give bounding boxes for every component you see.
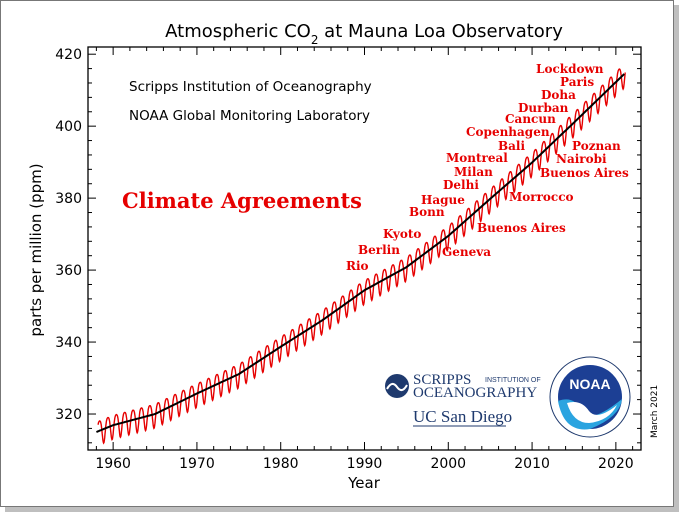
scripps-logo-line2: OCEANOGRAPHY [413, 385, 537, 401]
agreement-label: Delhi [443, 178, 479, 192]
chart-title-main: Atmospheric CO [165, 21, 311, 42]
x-tick-label: 2000 [430, 456, 466, 472]
axis-ticks [88, 47, 641, 450]
trend-co2-line [96, 73, 625, 433]
y-tick-label: 400 [55, 119, 82, 135]
noaa-logo-text: NOAA [569, 376, 610, 392]
x-tick-labels: 1960 1970 1980 1990 2000 2010 2020 [95, 456, 633, 472]
co2-chart: Atmospheric CO2 at Mauna Loa Observatory… [27, 21, 660, 492]
agreement-label: Paris [560, 75, 594, 89]
agreement-label: Kyoto [383, 227, 421, 241]
agreement-label: Hague [421, 193, 465, 207]
chart-title: Atmospheric CO2 at Mauna Loa Observatory [165, 21, 563, 47]
ucsd-logo-text: UC San Diego [413, 407, 512, 426]
agreement-label: Poznan [572, 139, 621, 153]
agreement-label: Cancun [505, 112, 556, 126]
chart-title-suffix: at Mauna Loa Observatory [318, 21, 563, 42]
y-axis-label: parts per million (ppm) [27, 163, 45, 336]
institution-scripps: Scripps Institution of Oceanography [129, 79, 372, 95]
scripps-logo-line1: SCRIPPS [413, 372, 471, 388]
agreement-label: Buenos Aires [477, 221, 566, 235]
noaa-seal-gull [567, 402, 617, 423]
agreement-label: Nairobi [556, 152, 607, 166]
agreement-label: Montreal [446, 151, 508, 165]
agreement-label: Lockdown [536, 62, 604, 76]
x-tick-label: 1970 [179, 456, 215, 472]
agreement-label: Buenos Aires [540, 166, 629, 180]
y-tick-label: 420 [55, 47, 82, 63]
y-tick-label: 340 [55, 335, 82, 351]
x-tick-label: 2010 [514, 456, 550, 472]
date-stamp: March 2021 [650, 385, 660, 438]
y-tick-labels: 320 340 360 380 400 420 [55, 47, 82, 423]
chart-title-subscript: 2 [311, 33, 319, 47]
agreement-label: Bonn [409, 205, 445, 219]
agreement-label: Rio [346, 259, 369, 273]
noaa-logo: NOAA [549, 356, 631, 438]
chart-frame: Atmospheric CO2 at Mauna Loa Observatory… [0, 0, 674, 507]
agreement-label: Milan [454, 165, 493, 179]
agreement-label: Berlin [358, 243, 400, 257]
agreement-label: Doha [541, 88, 576, 102]
institution-noaa: NOAA Global Monitoring Laboratory [129, 108, 370, 124]
agreement-label: Copenhagen [466, 125, 550, 139]
agreement-label: Morrocco [509, 190, 574, 204]
x-tick-label: 1960 [95, 456, 131, 472]
agreement-label: Bali [498, 139, 525, 153]
x-tick-label: 1980 [263, 456, 299, 472]
agreement-annotations: RioBerlinKyotoBonnHagueGenevaDelhiMilanM… [346, 62, 629, 273]
scripps-ucsd-logo: SCRIPPS INSTITUTION OF OCEANOGRAPHY UC S… [385, 372, 541, 427]
x-axis-label: Year [347, 474, 381, 492]
x-tick-label: 1990 [347, 456, 383, 472]
scripps-logo-small: INSTITUTION OF [485, 377, 541, 384]
y-tick-label: 380 [55, 191, 82, 207]
scripps-wave-stroke-icon [386, 383, 408, 391]
y-tick-label: 360 [55, 263, 82, 279]
agreement-label: Geneva [442, 245, 491, 259]
x-tick-label: 2020 [598, 456, 634, 472]
climate-agreements-annotation: Climate Agreements [122, 188, 362, 213]
agreement-label: Durban [518, 101, 569, 115]
y-tick-label: 320 [55, 407, 82, 423]
